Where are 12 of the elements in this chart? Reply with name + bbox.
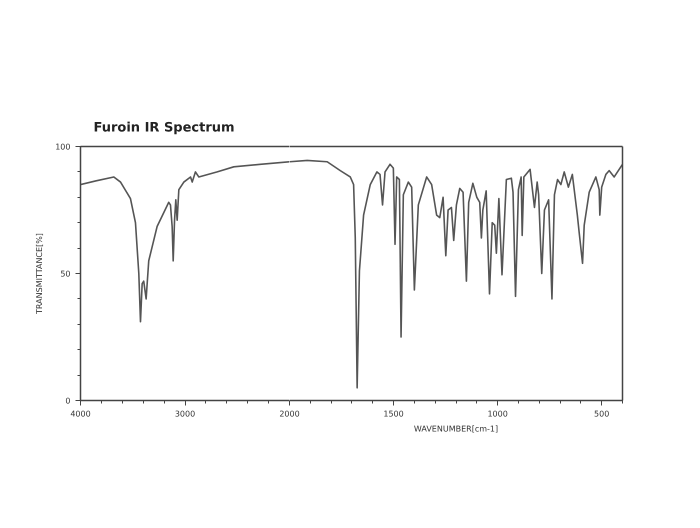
y-tick-label: 50 — [60, 270, 71, 278]
y-axis-title: TRANSMITTANCE[%] — [35, 233, 44, 315]
chart-title: Furoin IR Spectrum — [94, 120, 235, 136]
x-tick-label: 3000 — [174, 410, 196, 418]
x-tick-label: 2000 — [279, 410, 300, 418]
y-tick-label: 0 — [65, 396, 71, 406]
y-tick-label: 100 — [55, 142, 71, 152]
x-tick-label: 500 — [594, 410, 610, 418]
x-tick-label: 1000 — [487, 410, 508, 418]
x-axis-title: WAVENUMBER[cm-1] — [414, 424, 498, 434]
x-tick-label: 4000 — [70, 410, 91, 418]
x-tick-label: 1500 — [383, 410, 404, 418]
